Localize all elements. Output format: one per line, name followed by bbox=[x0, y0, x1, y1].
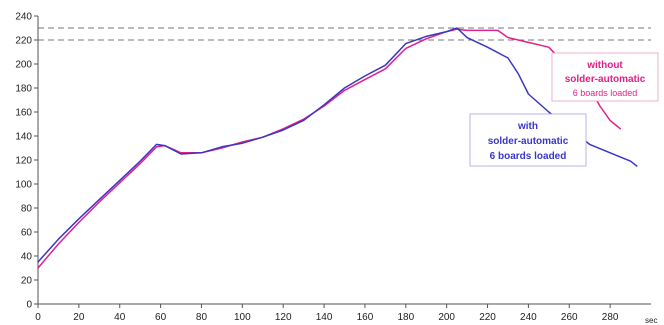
annotation-with: with solder-automatic 6 boards loaded bbox=[469, 113, 587, 167]
y-tick-label: 200 bbox=[15, 60, 32, 71]
annotation-with-line2: solder-automatic bbox=[488, 136, 569, 147]
x-tick-label: 260 bbox=[561, 312, 578, 323]
y-tick-label: 140 bbox=[15, 132, 32, 143]
y-tick-label: 80 bbox=[21, 204, 33, 215]
x-axis-ticks: 0 20 40 60 80 100 120 140 160 180 200 220 240 260 280 bbox=[35, 304, 619, 323]
x-tick-label: 280 bbox=[602, 312, 619, 323]
x-tick-label: 80 bbox=[196, 312, 208, 323]
annotation-box-without bbox=[551, 52, 659, 102]
annotation-with-line3: 6 boards loaded bbox=[490, 151, 567, 162]
y-tick-label: 220 bbox=[15, 36, 32, 47]
y-tick-label: 100 bbox=[15, 180, 32, 191]
reference-lines bbox=[38, 27, 651, 41]
x-tick-label: 180 bbox=[397, 312, 414, 323]
annotation-without-line3: 6 boards loaded bbox=[573, 88, 638, 98]
x-unit-label: sec bbox=[645, 316, 657, 325]
x-tick-label: 20 bbox=[73, 312, 85, 323]
x-tick-label: 240 bbox=[520, 312, 537, 323]
y-tick-label: 160 bbox=[15, 108, 32, 119]
series-line-with-solder-automatic bbox=[37, 27, 638, 263]
annotation-with-line1: with bbox=[517, 121, 538, 132]
y-tick-label: 180 bbox=[15, 84, 32, 95]
y-tick-label: 120 bbox=[15, 156, 32, 167]
y-tick-label: 240 bbox=[15, 12, 32, 23]
y-axis-ticks: 0 20 40 60 80 100 120 140 160 180 200 220 240 bbox=[15, 12, 38, 311]
annotation-box-with bbox=[469, 113, 587, 167]
y-tick-label: 60 bbox=[21, 228, 33, 239]
x-tick-label: 220 bbox=[479, 312, 496, 323]
x-tick-label: 40 bbox=[114, 312, 126, 323]
y-tick-label: 0 bbox=[26, 300, 32, 311]
x-tick-label: 100 bbox=[234, 312, 251, 323]
x-tick-label: 140 bbox=[316, 312, 333, 323]
annotation-without-line1: without bbox=[586, 60, 623, 71]
x-tick-label: 60 bbox=[155, 312, 167, 323]
y-tick-label: 40 bbox=[21, 252, 33, 263]
annotation-without: without solder-automatic 6 boards loaded bbox=[551, 52, 659, 102]
x-tick-label: 200 bbox=[438, 312, 455, 323]
x-tick-label: 160 bbox=[357, 312, 374, 323]
annotation-without-line2: solder-automatic bbox=[565, 74, 646, 85]
y-tick-label: 20 bbox=[21, 276, 33, 287]
x-tick-label: 120 bbox=[275, 312, 292, 323]
x-tick-label: 0 bbox=[35, 312, 41, 323]
